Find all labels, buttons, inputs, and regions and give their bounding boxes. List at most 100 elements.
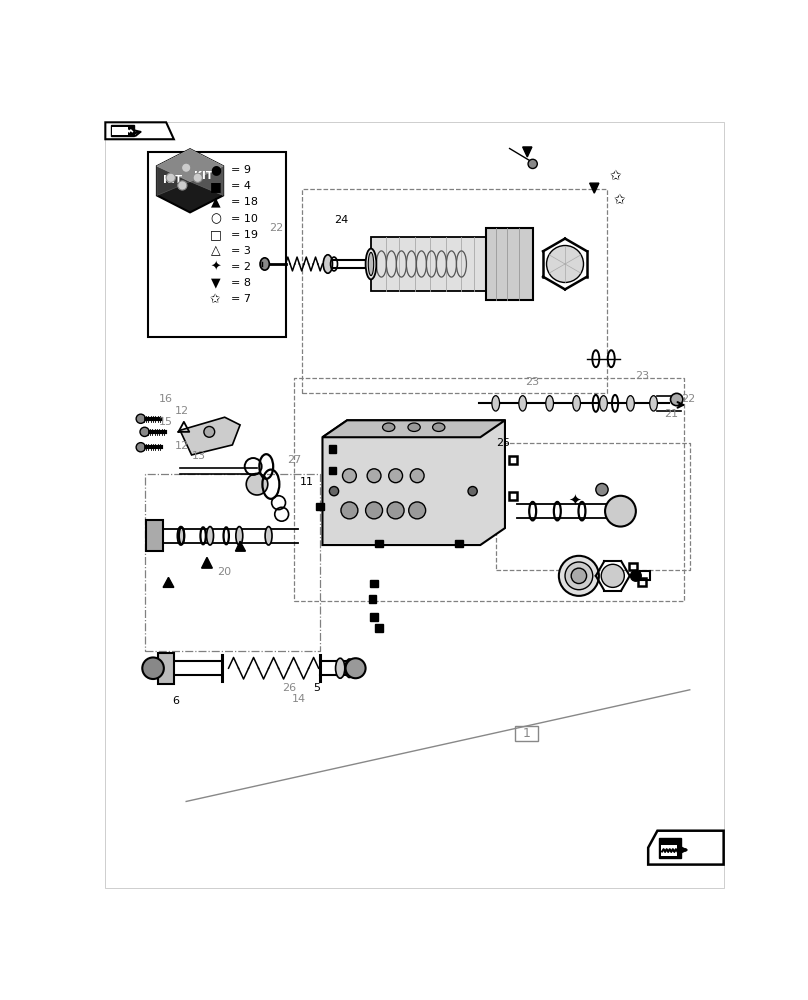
Polygon shape	[590, 183, 599, 193]
Ellipse shape	[408, 423, 420, 431]
Text: 22: 22	[681, 394, 696, 404]
Text: ✦: ✦	[568, 492, 581, 507]
Bar	[111, 125, 134, 136]
Ellipse shape	[236, 527, 242, 545]
Circle shape	[559, 556, 599, 596]
Ellipse shape	[323, 255, 332, 273]
Circle shape	[595, 483, 608, 496]
Ellipse shape	[600, 396, 608, 411]
Polygon shape	[486, 228, 532, 300]
Ellipse shape	[335, 658, 345, 678]
Text: 16: 16	[159, 394, 173, 404]
Bar	[329, 466, 336, 474]
Text: 26: 26	[282, 683, 297, 693]
Ellipse shape	[627, 396, 634, 411]
Text: 11: 11	[300, 477, 314, 487]
Bar	[316, 503, 324, 510]
Bar	[638, 578, 646, 586]
Circle shape	[468, 487, 478, 496]
Polygon shape	[322, 420, 505, 545]
Ellipse shape	[492, 396, 499, 411]
Text: 20: 20	[217, 567, 232, 577]
Circle shape	[387, 502, 404, 519]
Polygon shape	[157, 149, 223, 212]
Text: = 10: = 10	[231, 214, 258, 224]
Polygon shape	[648, 831, 724, 865]
Circle shape	[528, 159, 537, 169]
Circle shape	[204, 426, 215, 437]
Polygon shape	[523, 147, 532, 157]
Text: 5: 5	[314, 683, 321, 693]
Text: 14: 14	[292, 694, 306, 704]
Text: 21: 21	[664, 409, 679, 419]
Polygon shape	[322, 420, 505, 437]
Circle shape	[178, 181, 187, 190]
Circle shape	[571, 568, 587, 584]
Text: 1: 1	[523, 727, 531, 740]
Text: = 2: = 2	[231, 262, 250, 272]
Bar	[146, 520, 163, 551]
Text: △: △	[211, 244, 221, 257]
Circle shape	[410, 469, 424, 483]
Polygon shape	[157, 149, 223, 182]
Ellipse shape	[573, 396, 580, 411]
Circle shape	[565, 562, 593, 590]
Bar	[370, 613, 378, 620]
Circle shape	[341, 502, 358, 519]
Bar	[629, 563, 637, 570]
Text: 6: 6	[173, 696, 179, 706]
Ellipse shape	[519, 396, 527, 411]
Polygon shape	[371, 237, 486, 291]
Polygon shape	[235, 541, 246, 551]
Polygon shape	[157, 149, 190, 195]
Text: ✩: ✩	[609, 168, 621, 182]
Text: ✦: ✦	[210, 261, 221, 274]
Circle shape	[136, 414, 145, 423]
Text: ●: ●	[210, 164, 221, 177]
Text: ○: ○	[210, 212, 221, 225]
Text: = 3: = 3	[231, 246, 250, 256]
Circle shape	[142, 657, 164, 679]
Text: 27: 27	[287, 455, 301, 465]
Ellipse shape	[365, 249, 377, 279]
Ellipse shape	[650, 396, 658, 411]
Circle shape	[343, 469, 356, 483]
Polygon shape	[180, 417, 240, 455]
Circle shape	[246, 473, 267, 495]
Text: = 19: = 19	[231, 230, 258, 240]
Text: = 7: = 7	[231, 294, 250, 304]
Bar	[329, 445, 336, 453]
Bar	[641, 571, 650, 580]
Text: 15: 15	[159, 417, 173, 427]
Circle shape	[389, 469, 402, 483]
Bar	[375, 624, 382, 632]
Text: 12: 12	[175, 406, 188, 416]
Circle shape	[601, 564, 625, 587]
Ellipse shape	[207, 527, 213, 545]
Text: ■: ■	[209, 180, 221, 193]
Circle shape	[409, 502, 426, 519]
Circle shape	[671, 393, 683, 406]
Text: ▼: ▼	[211, 277, 221, 290]
Circle shape	[193, 173, 202, 182]
Bar	[515, 726, 538, 741]
Bar	[112, 127, 128, 135]
Polygon shape	[163, 577, 174, 587]
Circle shape	[630, 570, 642, 581]
Text: 13: 13	[192, 451, 206, 461]
Bar	[455, 540, 463, 547]
Circle shape	[166, 173, 175, 182]
Text: 24: 24	[335, 215, 349, 225]
Text: = 18: = 18	[231, 197, 258, 207]
Text: 12: 12	[175, 441, 188, 451]
Bar	[158, 653, 174, 684]
Text: ✩: ✩	[614, 193, 625, 207]
Bar	[509, 492, 516, 500]
Ellipse shape	[177, 527, 184, 545]
Text: 25: 25	[496, 438, 511, 448]
Bar	[660, 845, 677, 856]
Ellipse shape	[368, 252, 373, 276]
Circle shape	[140, 427, 149, 436]
Circle shape	[367, 469, 381, 483]
Circle shape	[136, 443, 145, 452]
